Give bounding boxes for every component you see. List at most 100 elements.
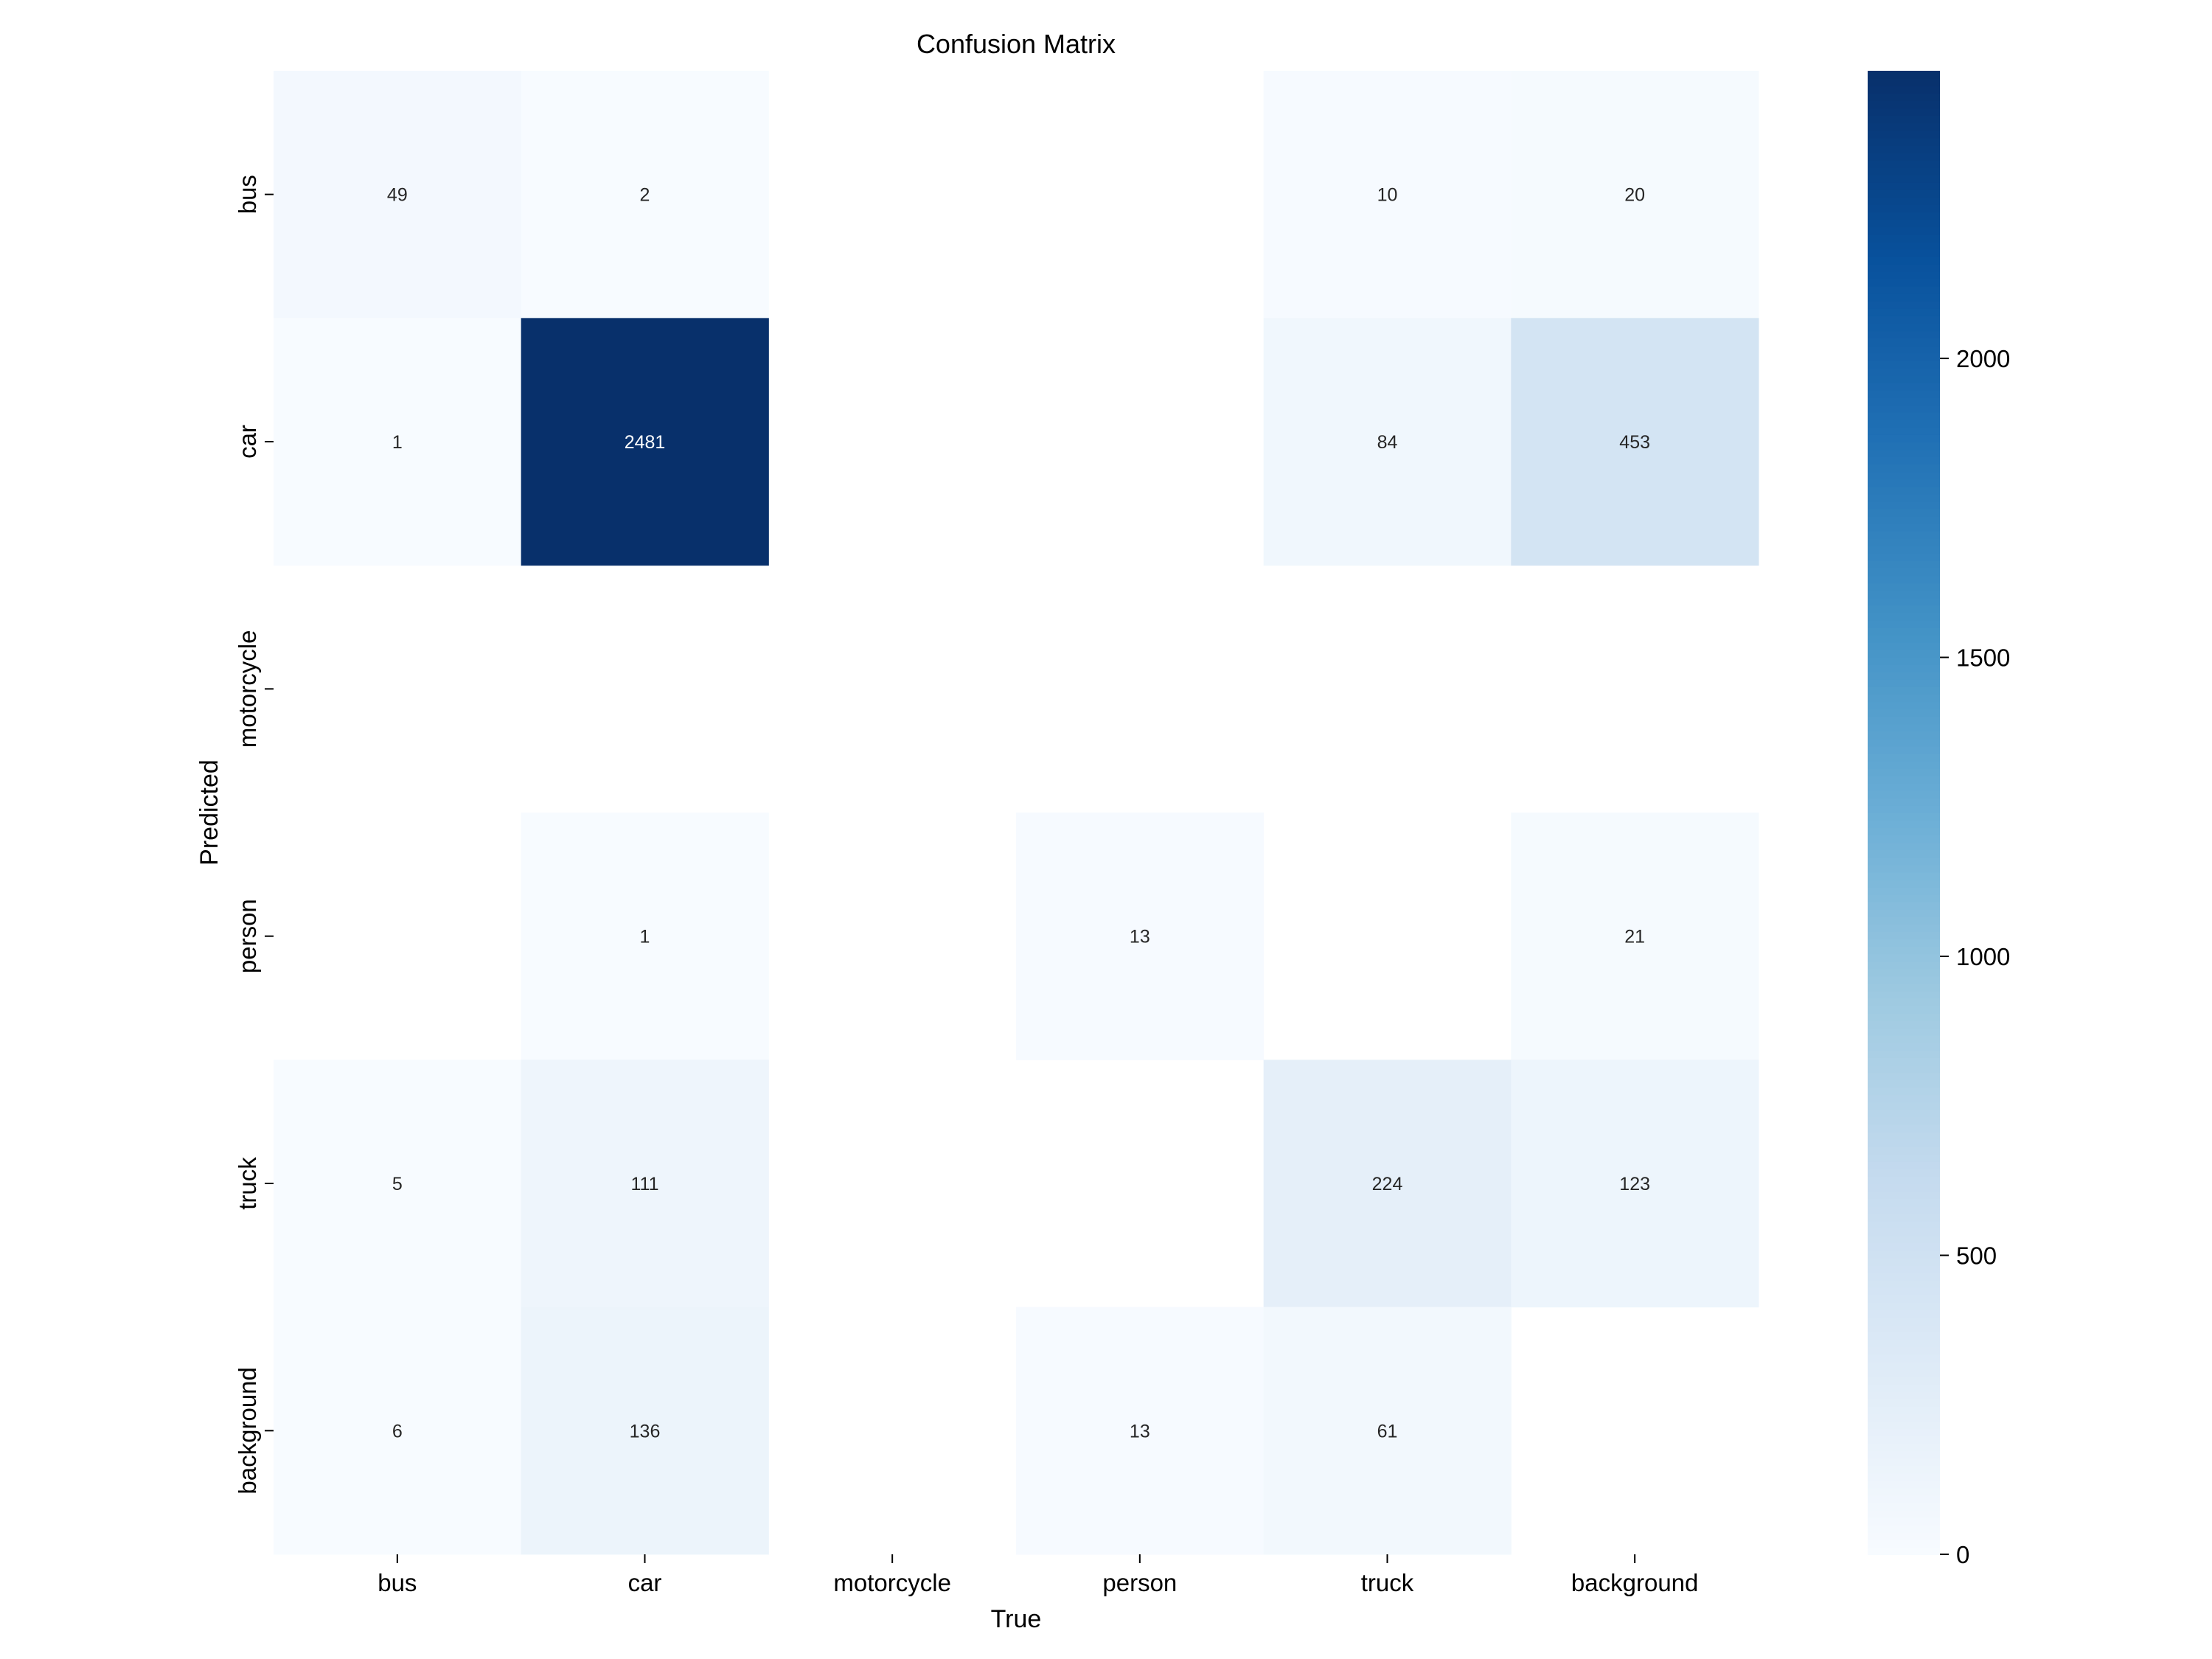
colorbar-segment <box>1868 1191 1940 1200</box>
colorbar-segment <box>1868 946 1940 955</box>
colorbar-segment <box>1868 1339 1940 1348</box>
colorbar-segment <box>1868 1458 1940 1467</box>
colorbar-segment <box>1868 745 1940 754</box>
colorbar-segment <box>1868 619 1940 628</box>
colorbar-segment <box>1868 426 1940 435</box>
colorbar-segment <box>1868 1265 1940 1273</box>
heatmap-cell <box>521 1060 769 1308</box>
colorbar-segment <box>1868 1495 1940 1503</box>
colorbar-segment <box>1868 575 1940 584</box>
colorbar-segment <box>1868 686 1940 695</box>
colorbar-segment <box>1868 990 1940 999</box>
chart-title: Confusion Matrix <box>917 29 1116 59</box>
colorbar-segment <box>1868 782 1940 791</box>
colorbar-segment <box>1868 627 1940 636</box>
colorbar-segment <box>1868 248 1940 257</box>
colorbar-segment <box>1868 115 1940 124</box>
colorbar-segment <box>1868 953 1940 962</box>
cell-value-label: 21 <box>1624 927 1645 947</box>
colorbar-segment <box>1868 1531 1940 1540</box>
colorbar-segment <box>1868 612 1940 621</box>
colorbar-segment <box>1868 664 1940 672</box>
colorbar-segment <box>1868 523 1940 532</box>
heatmap-cell <box>1263 1307 1512 1555</box>
colorbar-segment <box>1868 908 1940 917</box>
colorbar-segment <box>1868 886 1940 895</box>
cell-value-label: 13 <box>1130 1421 1150 1441</box>
colorbar-segment <box>1868 1443 1940 1452</box>
x-tick-label: background <box>1571 1569 1698 1596</box>
colorbar-segment <box>1868 656 1940 665</box>
colorbar-segment <box>1868 226 1940 235</box>
cell-annotations: 49 2 10 20 1 2481 84 453 1 13 21 5 111 224 123 6 136 13 61 <box>387 185 1650 1442</box>
colorbar-segment <box>1868 1183 1940 1192</box>
colorbar-segment <box>1868 271 1940 279</box>
y-tick-label: background <box>234 1367 261 1494</box>
colorbar-segment <box>1868 1368 1940 1377</box>
colorbar-segment <box>1868 961 1940 970</box>
colorbar-segment <box>1868 330 1940 339</box>
colorbar-segment <box>1868 241 1940 250</box>
colorbar-segment <box>1868 189 1940 198</box>
colorbar-segment <box>1868 300 1940 309</box>
cell-value-label: 13 <box>1130 927 1150 947</box>
colorbar-segment <box>1868 590 1940 599</box>
colorbar-segment <box>1868 389 1940 398</box>
cell-value-label: 111 <box>630 1174 658 1194</box>
colorbar-segment <box>1868 1324 1940 1333</box>
cell-value-label: 2481 <box>625 432 666 453</box>
colorbar-segment <box>1868 804 1940 813</box>
colorbar-segment <box>1868 813 1940 821</box>
colorbar-segment <box>1868 552 1940 561</box>
colorbar-segment <box>1868 849 1940 858</box>
colorbar-segment <box>1868 479 1940 487</box>
colorbar-tick-label: 1000 <box>1956 943 2010 970</box>
colorbar-segment <box>1868 71 1940 80</box>
cell-value-label: 2 <box>640 185 650 206</box>
colorbar-segment <box>1868 797 1940 806</box>
colorbar-segment <box>1868 1175 1940 1184</box>
colorbar-segment <box>1868 983 1940 992</box>
colorbar-segment <box>1868 486 1940 495</box>
colorbar-segment <box>1868 293 1940 302</box>
colorbar-segment <box>1868 181 1940 190</box>
cell-value-label: 10 <box>1377 185 1398 206</box>
colorbar-segment <box>1868 678 1940 687</box>
colorbar-segment <box>1868 872 1940 880</box>
colorbar-segment <box>1868 78 1940 87</box>
colorbar-segment <box>1868 145 1940 153</box>
colorbar-segment <box>1868 1346 1940 1355</box>
colorbar-segment <box>1868 411 1940 420</box>
colorbar-segment <box>1868 649 1940 658</box>
colorbar-segment <box>1868 1027 1940 1036</box>
colorbar-segment <box>1868 1398 1940 1407</box>
colorbar-segment <box>1868 1405 1940 1414</box>
cell-value-label: 49 <box>387 185 408 206</box>
y-tick-label: truck <box>234 1157 261 1210</box>
colorbar-segment <box>1868 367 1940 376</box>
colorbar-segment <box>1868 375 1940 383</box>
colorbar-segment <box>1868 1509 1940 1518</box>
colorbar-segment <box>1868 1361 1940 1370</box>
colorbar-segment <box>1868 434 1940 442</box>
colorbar-segment <box>1868 634 1940 643</box>
y-axis-label: Predicted <box>195 759 223 866</box>
colorbar-segment <box>1868 568 1940 577</box>
colorbar-segment <box>1868 471 1940 480</box>
colorbar-segment <box>1868 1250 1940 1259</box>
colorbar-segment <box>1868 694 1940 703</box>
colorbar-segment <box>1868 1168 1940 1177</box>
colorbar-segment <box>1868 1257 1940 1266</box>
x-tick-label: truck <box>1361 1569 1414 1596</box>
colorbar-segment <box>1868 1072 1940 1081</box>
colorbar-segment <box>1868 827 1940 836</box>
heatmap-cell <box>1511 813 1759 1060</box>
colorbar-segment <box>1868 775 1940 784</box>
colorbar-segment <box>1868 212 1940 220</box>
heatmap-cell <box>1016 813 1265 1060</box>
colorbar-segment <box>1868 1005 1940 1014</box>
heatmap-cell <box>1263 318 1512 566</box>
colorbar-segment <box>1868 152 1940 161</box>
x-axis-ticks: bus car motorcycle person truck background <box>378 1554 1698 1596</box>
colorbar-segment <box>1868 352 1940 361</box>
